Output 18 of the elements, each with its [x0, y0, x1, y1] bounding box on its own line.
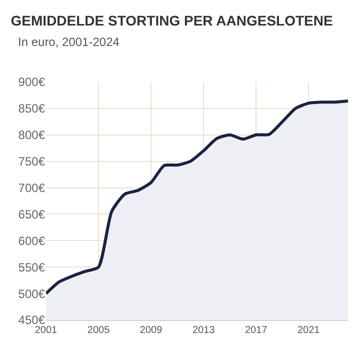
y-tick-label: 900€ [18, 75, 46, 90]
y-tick-label: 700€ [18, 180, 46, 195]
x-tick-label: 2013 [192, 325, 216, 336]
y-tick-label: 450€ [18, 313, 46, 328]
y-tick-label: 750€ [18, 154, 46, 169]
y-tick-label: 650€ [18, 207, 46, 222]
chart-subtitle: In euro, 2001-2024 [18, 35, 120, 49]
chart-title: GEMIDDELDE STORTING PER AANGESLOTENE [10, 12, 333, 28]
y-tick-label: 500€ [18, 286, 46, 301]
y-tick-label: 550€ [18, 260, 46, 274]
x-tick-label: 2017 [244, 325, 268, 336]
y-tick-label: 850€ [18, 102, 46, 116]
x-tick-label: 2021 [297, 325, 320, 336]
x-tick-label: 2009 [140, 325, 163, 336]
y-tick-label: 600€ [18, 234, 46, 248]
x-tick-label: 2005 [87, 325, 110, 336]
x-tick-label: 2001 [34, 325, 58, 336]
y-tick-label: 800€ [18, 128, 46, 142]
